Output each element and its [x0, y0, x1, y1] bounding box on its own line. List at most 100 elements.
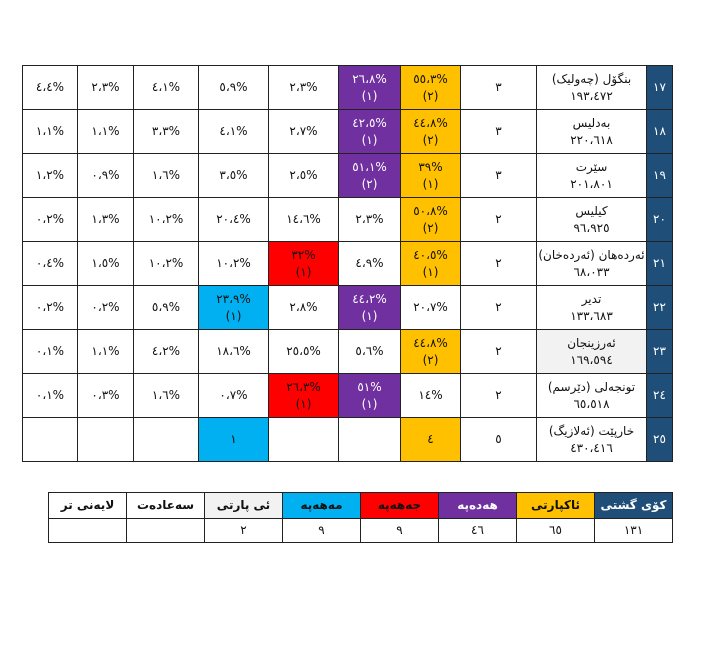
hdp-cell: %٥١،١ (٢) — [338, 153, 401, 198]
vote-percent: %١٤،٦ — [286, 212, 321, 226]
other-cell: %١،١ — [22, 109, 78, 154]
vote-percent: ١ — [230, 432, 237, 446]
seat-count: (٢) — [361, 176, 378, 191]
hdp-cell: %٥١ (١) — [338, 373, 401, 418]
province-name: کیلیس — [575, 203, 608, 218]
province-population: ٤٣٠،٤١٦ — [570, 440, 613, 455]
hdp-cell: %٢،٣ — [338, 197, 401, 242]
province-population: ٢٠١،٨٠١ — [570, 176, 613, 191]
iyi-cell: %١،٦ — [133, 153, 199, 198]
row-number: ١٧ — [646, 65, 673, 110]
seats-cell: ٢ — [460, 241, 537, 286]
province-name: بنگۆل (چەولیک) — [551, 71, 632, 86]
vote-percent: %٥١،١ — [352, 159, 387, 174]
chp-cell: %٢،٧ — [268, 109, 339, 154]
seats-cell: ٢ — [460, 329, 537, 374]
vote-percent: %٢٦،٨ — [352, 71, 387, 86]
table-row: %٠،١ %١،١ %٤،٢ %١٨،٦ %٢٥،٥ %٥،٦ %٤٤،٨ (٢) ٢ ئەرزی… — [22, 329, 673, 374]
province-name: تونجەلی (دێرسم) — [547, 379, 636, 394]
seat-count: (٢) — [422, 352, 439, 367]
mhp-cell: %٣،٥ — [198, 153, 269, 198]
row-number: ٢٢ — [646, 285, 673, 330]
header-hdp: هەدەپە — [438, 492, 517, 519]
saadet-cell: %٠،٣ — [77, 373, 134, 418]
chp-cell: %٢٦،٣ (١) — [268, 373, 339, 418]
mhp-cell: %١٠،٢ — [198, 241, 269, 286]
vote-percent: %٥٥،٣ — [413, 71, 448, 86]
hdp-cell: %٢٦،٨ (١) — [338, 65, 401, 110]
table-row: %١،٢ %٠،٩ %١،٦ %٣،٥ %٢،٥ %٥١،١ (٢) %٣٩ (١) ٣ سێرت ٢… — [22, 153, 673, 198]
province-population: ٩٦،٩٢٥ — [573, 220, 610, 235]
vote-percent: %٤،٩ — [355, 256, 384, 270]
mhp-cell: %٠،٧ — [198, 373, 269, 418]
vote-percent: %٢،٣ — [289, 80, 318, 94]
saadet-cell: %٢،٣ — [77, 65, 134, 110]
vote-percent: %٣،٥ — [219, 168, 248, 182]
chp-cell: %٢،٥ — [268, 153, 339, 198]
header-total: کۆی گشتی — [594, 492, 673, 519]
vote-percent: %١٠،٢ — [216, 256, 251, 270]
mhp-cell: %٢٠،٤ — [198, 197, 269, 242]
seat-count: (١) — [361, 396, 378, 411]
iyi-cell: %٤،٢ — [133, 329, 199, 374]
table-row: %٠،٤ %١،٥ %١٠،٢ %١٠،٢ %٣٢ (١) %٤،٩ %٤٠،٥ (١) ٢ ئەر… — [22, 241, 673, 286]
iyi-cell: %١٠،٢ — [133, 241, 199, 286]
akp-cell: %٤٠،٥ (١) — [400, 241, 461, 286]
other-cell: %٠،٢ — [22, 285, 78, 330]
mhp-cell: %٥،٩ — [198, 65, 269, 110]
value-akp: ٦٥ — [516, 518, 595, 543]
vote-percent: %٢٣،٩ — [216, 291, 251, 306]
seat-count: (٢) — [422, 220, 439, 235]
chp-cell: %٢،٨ — [268, 285, 339, 330]
vote-percent: %٣٢ — [291, 247, 316, 262]
summary-table: لایەنی تر سەعادەت ئی پارتی مەهەپە جەهەپە… — [48, 492, 673, 543]
akp-cell: %٥٥،٣ (٢) — [400, 65, 461, 110]
other-cell: %٠،٤ — [22, 241, 78, 286]
vote-percent: ٤ — [427, 432, 434, 446]
results-table: %٤،٤ %٢،٣ %٤،١ %٥،٩ %٢،٣ %٢٦،٨ (١) %٥٥،٣ (٢) ٣ بنگ… — [22, 65, 673, 462]
saadet-cell — [77, 417, 134, 462]
table-row: ١ ٤ ٥ خارپێت (ئەلازیگ) ٤٣٠،٤١٦ ٢٥ — [22, 417, 673, 462]
iyi-cell: %٤،١ — [133, 65, 199, 110]
vote-percent: %٢٠،٤ — [216, 212, 251, 226]
other-cell: %٤،٤ — [22, 65, 78, 110]
vote-percent: %٥،٩ — [219, 80, 248, 94]
seat-count: (٢) — [422, 132, 439, 147]
akp-cell: %٣٩ (١) — [400, 153, 461, 198]
hdp-cell: %٥،٦ — [338, 329, 401, 374]
province-population: ٦٨،٠٣٣ — [573, 264, 610, 279]
seats-cell: ٣ — [460, 109, 537, 154]
seat-count: (١) — [361, 88, 378, 103]
value-iyi: ٢ — [204, 518, 283, 543]
iyi-cell: %٣،٣ — [133, 109, 199, 154]
header-other: لایەنی تر — [48, 492, 127, 519]
vote-percent: %٤،١ — [219, 124, 248, 138]
vote-percent: %٥٠،٨ — [413, 203, 448, 218]
iyi-cell: %١٠،٢ — [133, 197, 199, 242]
value-chp: ٩ — [360, 518, 439, 543]
vote-percent: %٤٤،٨ — [413, 115, 448, 130]
row-number: ١٩ — [646, 153, 673, 198]
vote-percent: %٥،٦ — [355, 344, 384, 358]
province-population: ١٣٣،٦٨٣ — [570, 308, 613, 323]
table-row: %٤،٤ %٢،٣ %٤،١ %٥،٩ %٢،٣ %٢٦،٨ (١) %٥٥،٣ (٢) ٣ بنگ… — [22, 65, 673, 110]
other-cell — [22, 417, 78, 462]
province-name: ئەرزینجان — [567, 335, 616, 350]
hdp-cell: %٤،٩ — [338, 241, 401, 286]
vote-percent: %٠،٧ — [219, 388, 248, 402]
row-number: ١٨ — [646, 109, 673, 154]
seat-count: (٢) — [422, 88, 439, 103]
province-population: ٢٢٠،٦١٨ — [570, 132, 613, 147]
vote-percent: %٢٦،٣ — [286, 379, 321, 394]
vote-percent: %٢،٨ — [289, 300, 318, 314]
header-chp: جەهەپە — [360, 492, 439, 519]
header-iyi: ئی پارتی — [204, 492, 283, 519]
province-cell: ئەرزینجان ١٦٩،٥٩٤ — [536, 329, 647, 374]
seat-count: (١) — [361, 308, 378, 323]
province-name: بەدلیس — [572, 115, 611, 130]
header-akp: ئاکپارتی — [516, 492, 595, 519]
province-cell: کیلیس ٩٦،٩٢٥ — [536, 197, 647, 242]
saadet-cell: %١،٣ — [77, 197, 134, 242]
vote-percent: %٢،٧ — [289, 124, 318, 138]
seats-cell: ٥ — [460, 417, 537, 462]
